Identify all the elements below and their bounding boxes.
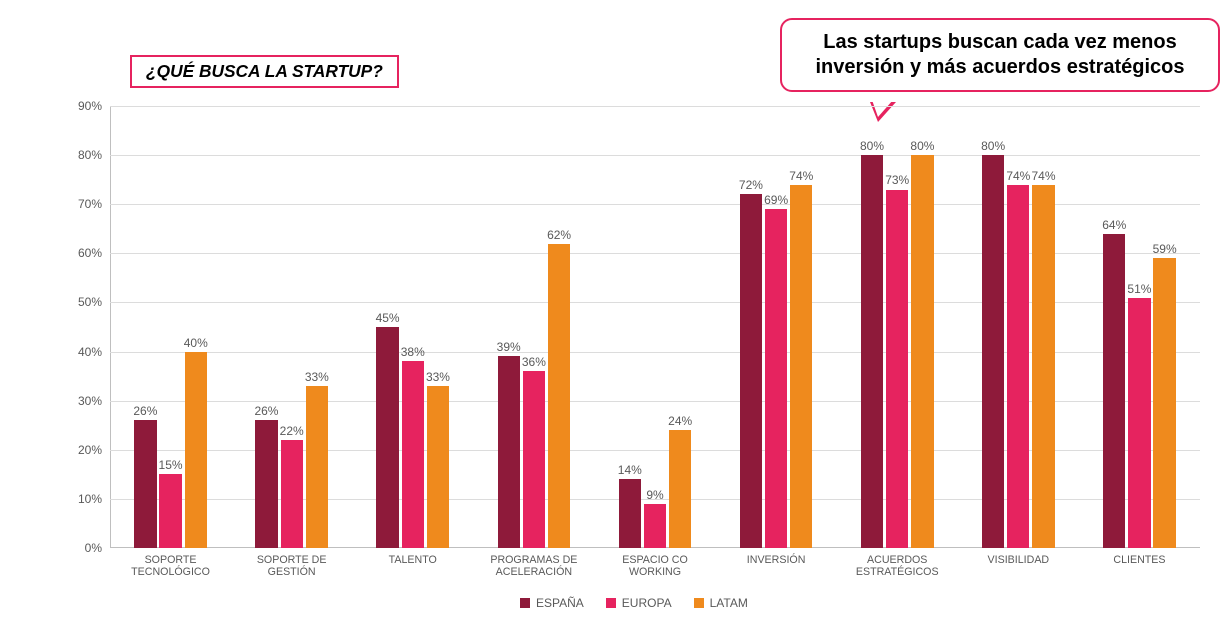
y-axis-line [110, 106, 111, 548]
bar [306, 386, 328, 548]
bar-value-label: 80% [981, 139, 1005, 153]
bar [281, 440, 303, 548]
bar-value-label: 26% [254, 404, 278, 418]
bar [740, 194, 762, 548]
x-tick-label: CLIENTES [1082, 548, 1197, 566]
y-tick-label: 60% [78, 246, 110, 260]
y-tick-label: 80% [78, 148, 110, 162]
bar-value-label: 22% [280, 424, 304, 438]
bar [523, 371, 545, 548]
y-tick-label: 70% [78, 197, 110, 211]
bar [159, 474, 181, 548]
bar [185, 352, 207, 548]
bar [1103, 234, 1125, 548]
bar-value-label: 74% [1006, 169, 1030, 183]
bar-value-label: 73% [885, 173, 909, 187]
bar-value-label: 59% [1153, 242, 1177, 256]
legend-swatch [520, 598, 530, 608]
y-tick-label: 0% [85, 541, 110, 555]
x-tick-label: INVERSIÓN [719, 548, 834, 566]
callout-text: Las startups buscan cada vez menos inver… [815, 31, 1184, 78]
bar [790, 185, 812, 548]
bar [982, 155, 1004, 548]
bar [376, 327, 398, 548]
legend-swatch [606, 598, 616, 608]
bar-value-label: 36% [522, 355, 546, 369]
x-tick-label: ACUERDOS ESTRATÉGICOS [840, 548, 955, 579]
bar-value-label: 9% [646, 488, 663, 502]
x-tick-label: TALENTO [355, 548, 470, 566]
bar [1128, 298, 1150, 548]
bar-value-label: 26% [133, 404, 157, 418]
chart-title-text: ¿QUÉ BUSCA LA STARTUP? [146, 61, 383, 81]
bar [765, 209, 787, 548]
plot-area: 0%10%20%30%40%50%60%70%80%90%26%15%40%SO… [110, 106, 1200, 548]
bar-value-label: 39% [497, 340, 521, 354]
x-tick-label: SOPORTE DE GESTIÓN [234, 548, 349, 579]
bar [255, 420, 277, 548]
legend-label: LATAM [710, 596, 748, 610]
bar [134, 420, 156, 548]
bar [669, 430, 691, 548]
bar-value-label: 51% [1127, 282, 1151, 296]
bar-value-label: 38% [401, 345, 425, 359]
callout-bubble: Las startups buscan cada vez menos inver… [780, 18, 1220, 92]
chart-title-box: ¿QUÉ BUSCA LA STARTUP? [130, 55, 399, 88]
bar-value-label: 80% [910, 139, 934, 153]
legend-item: LATAM [694, 596, 748, 610]
x-tick-label: SOPORTE TECNOLÓGICO [113, 548, 228, 579]
bar [911, 155, 933, 548]
chart-stage: ¿QUÉ BUSCA LA STARTUP? Las startups busca… [0, 0, 1227, 625]
bar [1007, 185, 1029, 548]
bar [644, 504, 666, 548]
bar-value-label: 64% [1102, 218, 1126, 232]
bar-value-label: 15% [159, 458, 183, 472]
x-tick-label: PROGRAMAS DE ACELERACIÓN [476, 548, 591, 579]
legend: ESPAÑA EUROPA LATAM [520, 596, 748, 610]
y-tick-label: 50% [78, 295, 110, 309]
bar [548, 244, 570, 548]
bar-value-label: 74% [789, 169, 813, 183]
bar-value-label: 74% [1032, 169, 1056, 183]
bar [886, 190, 908, 549]
bar [427, 386, 449, 548]
bar [402, 361, 424, 548]
bar [1032, 185, 1054, 548]
y-tick-label: 10% [78, 492, 110, 506]
bar-value-label: 72% [739, 178, 763, 192]
y-tick-label: 90% [78, 99, 110, 113]
y-tick-label: 20% [78, 443, 110, 457]
bar-value-label: 14% [618, 463, 642, 477]
bar-value-label: 69% [764, 193, 788, 207]
bar-value-label: 40% [184, 336, 208, 350]
legend-label: EUROPA [622, 596, 672, 610]
legend-swatch [694, 598, 704, 608]
bar [619, 479, 641, 548]
x-tick-label: ESPACIO CO WORKING [598, 548, 713, 579]
bar-value-label: 24% [668, 414, 692, 428]
y-tick-label: 30% [78, 394, 110, 408]
gridline [110, 155, 1200, 156]
bar-value-label: 33% [305, 370, 329, 384]
gridline [110, 106, 1200, 107]
bar-value-label: 80% [860, 139, 884, 153]
bar-value-label: 33% [426, 370, 450, 384]
bar [1153, 258, 1175, 548]
legend-label: ESPAÑA [536, 596, 584, 610]
bar [861, 155, 883, 548]
legend-item: EUROPA [606, 596, 672, 610]
bar-value-label: 45% [376, 311, 400, 325]
legend-item: ESPAÑA [520, 596, 584, 610]
y-tick-label: 40% [78, 345, 110, 359]
bar [498, 356, 520, 548]
bar-value-label: 62% [547, 228, 571, 242]
x-tick-label: VISIBILIDAD [961, 548, 1076, 566]
